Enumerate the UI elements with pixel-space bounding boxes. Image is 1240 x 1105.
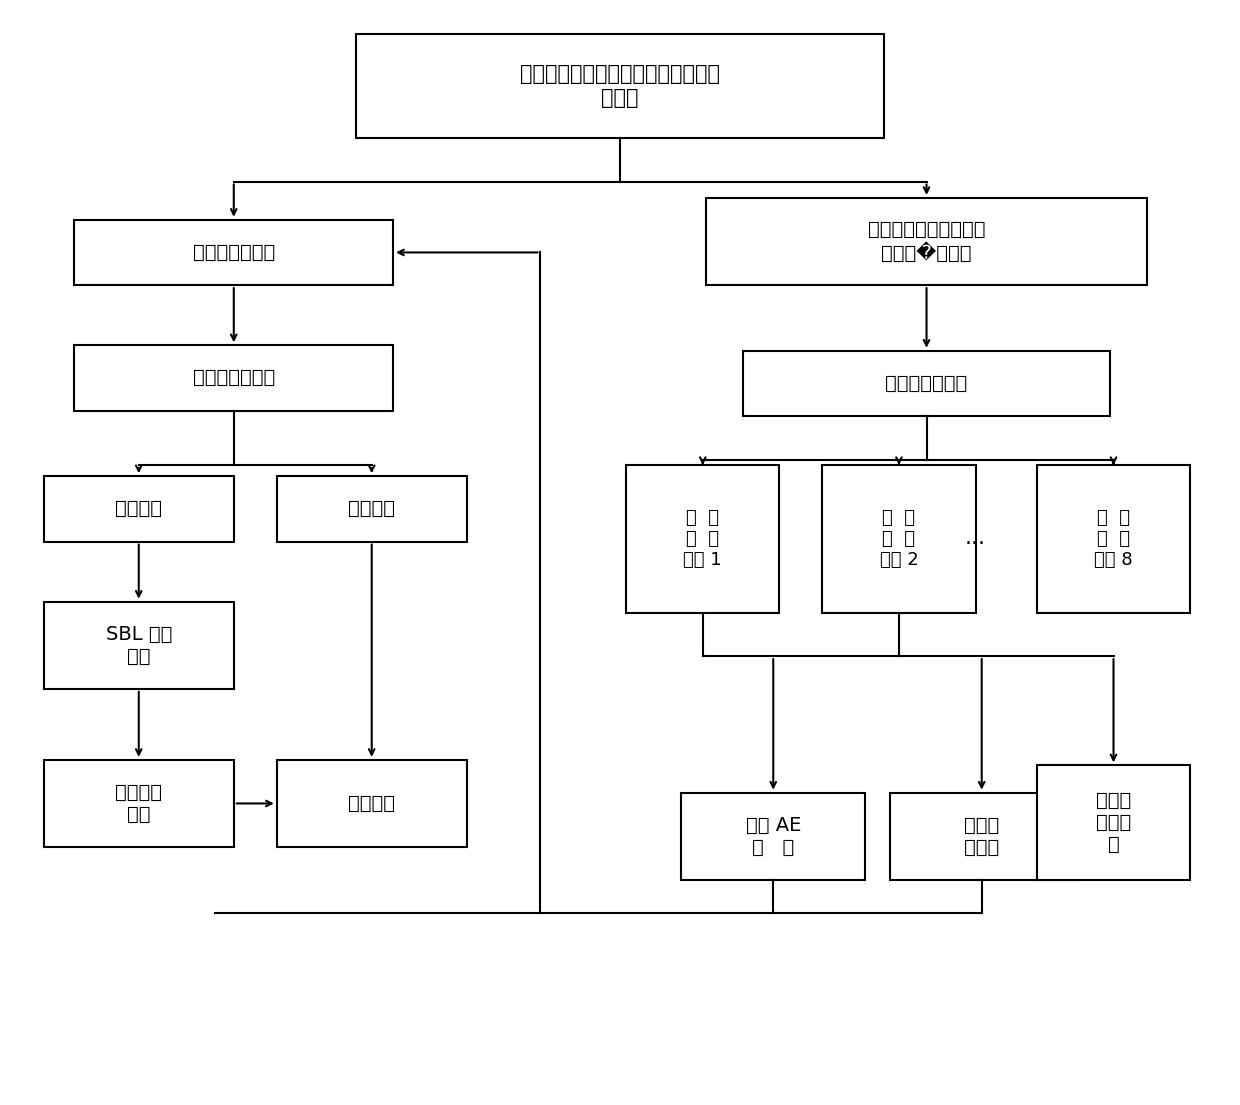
Text: 训练样本: 训练样本	[115, 499, 162, 518]
FancyBboxPatch shape	[706, 198, 1147, 285]
Text: 模型预测
优化: 模型预测 优化	[115, 783, 162, 824]
FancyBboxPatch shape	[681, 792, 866, 880]
Text: 被  测
刀  具
时段 2: 被 测 刀 具 时段 2	[879, 509, 919, 569]
Text: 预测样本: 预测样本	[348, 794, 396, 813]
FancyBboxPatch shape	[822, 465, 976, 612]
FancyBboxPatch shape	[277, 760, 466, 848]
FancyBboxPatch shape	[1037, 465, 1190, 612]
FancyBboxPatch shape	[743, 350, 1111, 417]
Text: 多种类传感器复合信号
的刀具�损试验: 多种类传感器复合信号 的刀具�损试验	[868, 220, 986, 263]
Text: SBL 模型
预测: SBL 模型 预测	[105, 624, 172, 665]
FancyBboxPatch shape	[1037, 766, 1190, 880]
Text: 采集功
率信号: 采集功 率信号	[963, 815, 999, 856]
FancyBboxPatch shape	[356, 34, 884, 138]
FancyBboxPatch shape	[43, 760, 234, 848]
Text: ...: ...	[965, 528, 986, 548]
Text: 被  测
刀  具
时段 1: 被 测 刀 具 时段 1	[683, 509, 722, 569]
Text: 多种类传感器复合信号的刀具磨损监
控研究: 多种类传感器复合信号的刀具磨损监 控研究	[520, 64, 720, 107]
Text: 刀具磨损试验台: 刀具磨损试验台	[885, 373, 967, 393]
Text: 刀具磨
损量检
测: 刀具磨 损量检 测	[1096, 791, 1131, 854]
FancyBboxPatch shape	[277, 476, 466, 541]
Text: 磨损信号预处理: 磨损信号预处理	[192, 243, 275, 262]
FancyBboxPatch shape	[43, 476, 234, 541]
Text: 验证样本: 验证样本	[348, 499, 396, 518]
FancyBboxPatch shape	[626, 465, 780, 612]
Text: 采集 AE
数   据: 采集 AE 数 据	[745, 815, 801, 856]
FancyBboxPatch shape	[890, 792, 1074, 880]
Text: 被  测
刀  具
时段 8: 被 测 刀 具 时段 8	[1094, 509, 1133, 569]
Text: 云模型提取特征: 云模型提取特征	[192, 368, 275, 388]
FancyBboxPatch shape	[74, 345, 393, 411]
FancyBboxPatch shape	[74, 220, 393, 285]
FancyBboxPatch shape	[43, 601, 234, 688]
